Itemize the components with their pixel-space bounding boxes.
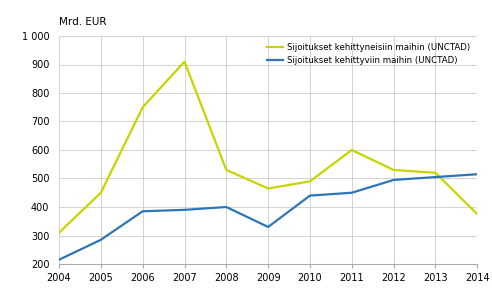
Sijoitukset kehittyviin maihin (UNCTAD) (182, 208, 187, 212)
Legend: Sijoitukset kehittyneisiin maihin (UNCTAD), Sijoitukset kehittyviin maihin (UNCT: Sijoitukset kehittyneisiin maihin (UNCTA… (265, 40, 473, 68)
Sijoitukset kehittyneisiin maihin (UNCTAD) (98, 191, 104, 194)
Sijoitukset kehittyneisiin maihin (UNCTAD) (265, 187, 271, 190)
Sijoitukset kehittyviin maihin (UNCTAD) (391, 178, 397, 182)
Sijoitukset kehittyviin maihin (UNCTAD) (474, 172, 480, 176)
Sijoitukset kehittyviin maihin (UNCTAD) (223, 205, 229, 209)
Sijoitukset kehittyneisiin maihin (UNCTAD) (140, 105, 146, 109)
Sijoitukset kehittyviin maihin (UNCTAD) (307, 194, 313, 197)
Sijoitukset kehittyviin maihin (UNCTAD) (56, 258, 62, 262)
Sijoitukset kehittyneisiin maihin (UNCTAD) (432, 171, 438, 175)
Sijoitukset kehittyneisiin maihin (UNCTAD) (391, 168, 397, 172)
Line: Sijoitukset kehittyneisiin maihin (UNCTAD): Sijoitukset kehittyneisiin maihin (UNCTA… (59, 61, 477, 233)
Sijoitukset kehittyneisiin maihin (UNCTAD) (182, 60, 187, 63)
Line: Sijoitukset kehittyviin maihin (UNCTAD): Sijoitukset kehittyviin maihin (UNCTAD) (59, 174, 477, 260)
Sijoitukset kehittyneisiin maihin (UNCTAD) (307, 179, 313, 183)
Sijoitukset kehittyviin maihin (UNCTAD) (432, 175, 438, 179)
Sijoitukset kehittyviin maihin (UNCTAD) (140, 209, 146, 213)
Sijoitukset kehittyneisiin maihin (UNCTAD) (474, 212, 480, 216)
Sijoitukset kehittyneisiin maihin (UNCTAD) (223, 168, 229, 172)
Sijoitukset kehittyviin maihin (UNCTAD) (98, 238, 104, 242)
Sijoitukset kehittyneisiin maihin (UNCTAD) (349, 148, 355, 152)
Sijoitukset kehittyviin maihin (UNCTAD) (265, 225, 271, 229)
Text: Mrd. EUR: Mrd. EUR (59, 17, 107, 27)
Sijoitukset kehittyneisiin maihin (UNCTAD) (56, 231, 62, 235)
Sijoitukset kehittyviin maihin (UNCTAD) (349, 191, 355, 194)
